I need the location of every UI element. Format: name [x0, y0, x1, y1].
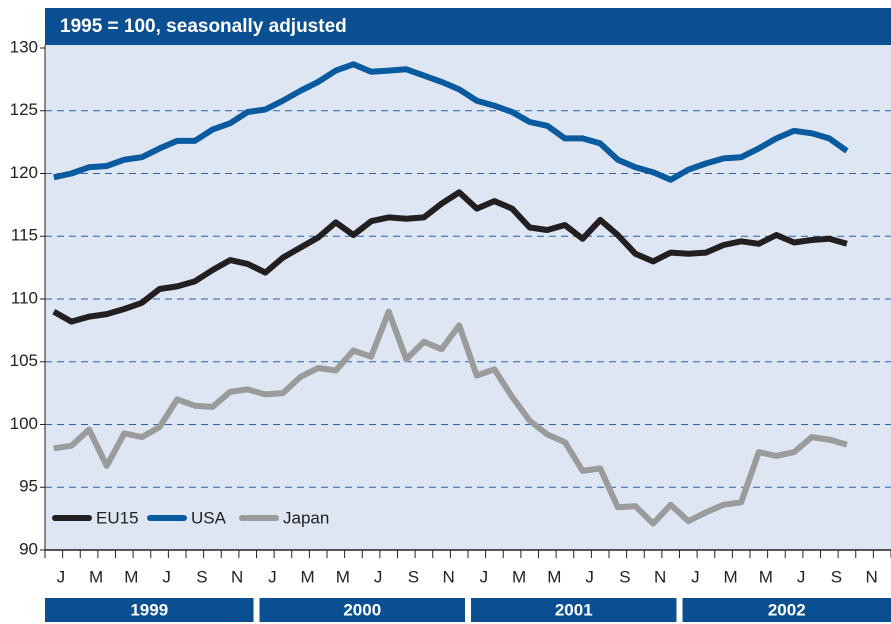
x-tick-label: S — [831, 567, 842, 586]
data-line — [52, 189, 848, 325]
x-tick-label: M — [336, 567, 350, 586]
y-tick-label: 130 — [10, 37, 38, 56]
x-tick-label: M — [547, 567, 561, 586]
y-tick-label: 105 — [10, 351, 38, 370]
year-box — [259, 598, 465, 622]
x-tick-label: N — [231, 567, 243, 586]
x-tick-label: J — [585, 567, 594, 586]
legend-label: EU15 — [96, 508, 139, 527]
legend-label: Japan — [283, 508, 329, 527]
y-tick-label: 90 — [19, 539, 38, 558]
x-tick-label: N — [865, 567, 877, 586]
chart-title: 1995 = 100, seasonally adjusted — [60, 16, 347, 37]
title-bar — [45, 8, 891, 45]
x-tick-label: N — [442, 567, 454, 586]
y-tick-label: 110 — [11, 288, 38, 307]
x-tick-label: M — [724, 567, 738, 586]
data-line — [53, 61, 849, 183]
year-box — [45, 598, 254, 622]
y-tick-label: 115 — [11, 226, 38, 245]
x-tick-label: M — [124, 567, 138, 586]
x-tick-label: S — [619, 567, 630, 586]
x-tick-label: J — [691, 567, 700, 586]
plot-background — [45, 45, 891, 550]
year-box — [471, 598, 677, 622]
y-tick-label: 100 — [10, 414, 38, 433]
year-label: 2000 — [343, 600, 381, 619]
x-tick-label: S — [408, 567, 419, 586]
year-label: 2002 — [768, 600, 806, 619]
x-tick-label: M — [89, 567, 103, 586]
x-tick-label: J — [162, 567, 171, 586]
y-tick-label: 95 — [19, 477, 38, 496]
year-box — [682, 598, 891, 622]
x-tick-label: J — [57, 567, 66, 586]
x-tick-label: N — [654, 567, 666, 586]
year-label: 2001 — [555, 600, 593, 619]
x-tick-label: J — [268, 567, 277, 586]
y-tick-label: 120 — [10, 163, 38, 182]
x-tick-label: M — [759, 567, 773, 586]
x-tick-label: M — [512, 567, 526, 586]
year-label: 1999 — [130, 600, 168, 619]
x-tick-label: J — [374, 567, 383, 586]
x-tick-label: J — [797, 567, 806, 586]
legend-label: USA — [191, 508, 227, 527]
data-line — [53, 308, 848, 527]
x-tick-label: J — [480, 567, 489, 586]
x-tick-label: S — [196, 567, 207, 586]
x-tick-label: M — [301, 567, 315, 586]
y-tick-label: 125 — [10, 100, 38, 119]
